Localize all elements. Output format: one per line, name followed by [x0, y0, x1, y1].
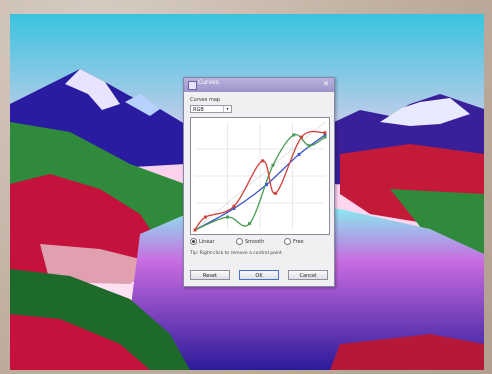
blue-control-point[interactable] [265, 183, 268, 187]
ok-button[interactable]: OK [239, 270, 279, 280]
dialog-titlebar[interactable]: Curves ✕ [184, 78, 334, 92]
red-control-point[interactable] [203, 215, 207, 219]
green-control-point[interactable] [271, 163, 275, 167]
red-control-point[interactable] [274, 191, 278, 195]
red-control-point[interactable] [232, 204, 236, 208]
curves-canvas[interactable] [191, 118, 329, 234]
channel-label: Curves map [190, 97, 221, 103]
green-control-point[interactable] [226, 215, 229, 219]
radio-smooth[interactable]: Smooth [236, 238, 264, 245]
blue-control-point[interactable] [323, 133, 327, 137]
close-icon[interactable]: ✕ [323, 80, 329, 88]
red-control-point[interactable] [261, 159, 265, 163]
radio-free-label: Free [293, 239, 304, 245]
control-points[interactable] [193, 131, 327, 232]
radio-smooth-dot[interactable] [236, 238, 243, 245]
red-control-point[interactable] [300, 135, 304, 139]
radio-linear-dot[interactable] [190, 238, 197, 245]
reset-button[interactable]: Reset [190, 270, 230, 280]
radio-free[interactable]: Free [284, 238, 304, 245]
blue-control-point[interactable] [297, 152, 301, 156]
green-control-point[interactable] [307, 144, 311, 148]
green-control-point[interactable] [248, 222, 252, 226]
radio-linear-label: Linear [199, 239, 215, 245]
red-control-point[interactable] [323, 131, 327, 135]
green-control-point[interactable] [292, 133, 296, 137]
channel-select-value: RGB [193, 107, 204, 113]
green-control-point[interactable] [323, 135, 327, 139]
radio-linear[interactable]: Linear [190, 238, 215, 245]
radio-smooth-label: Smooth [245, 239, 265, 245]
channel-select[interactable]: RGB ▾ [190, 105, 232, 113]
dialog-title: Curves [198, 79, 219, 86]
chevron-down-icon[interactable]: ▾ [223, 106, 231, 112]
curves-dialog: Curves ✕ Curves map RGB ▾ Linear Smooth … [183, 77, 335, 287]
cancel-button[interactable]: Cancel [288, 270, 328, 280]
blue-control-point[interactable] [232, 206, 236, 210]
window-icon [188, 81, 197, 90]
radio-free-dot[interactable] [284, 238, 291, 245]
hint-text: Tip: Right-click to remove a control poi… [190, 251, 282, 256]
landscape-image [10, 14, 484, 370]
curves-graph[interactable] [190, 117, 330, 235]
red-control-point[interactable] [193, 228, 197, 232]
